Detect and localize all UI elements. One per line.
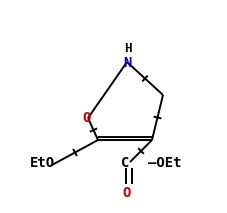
Text: O: O — [123, 186, 131, 200]
Text: —OEt: —OEt — [148, 156, 182, 170]
Text: EtO: EtO — [30, 156, 55, 170]
Text: H: H — [124, 43, 132, 56]
Text: N: N — [123, 56, 131, 70]
Text: O: O — [83, 111, 91, 125]
Text: C: C — [121, 156, 129, 170]
